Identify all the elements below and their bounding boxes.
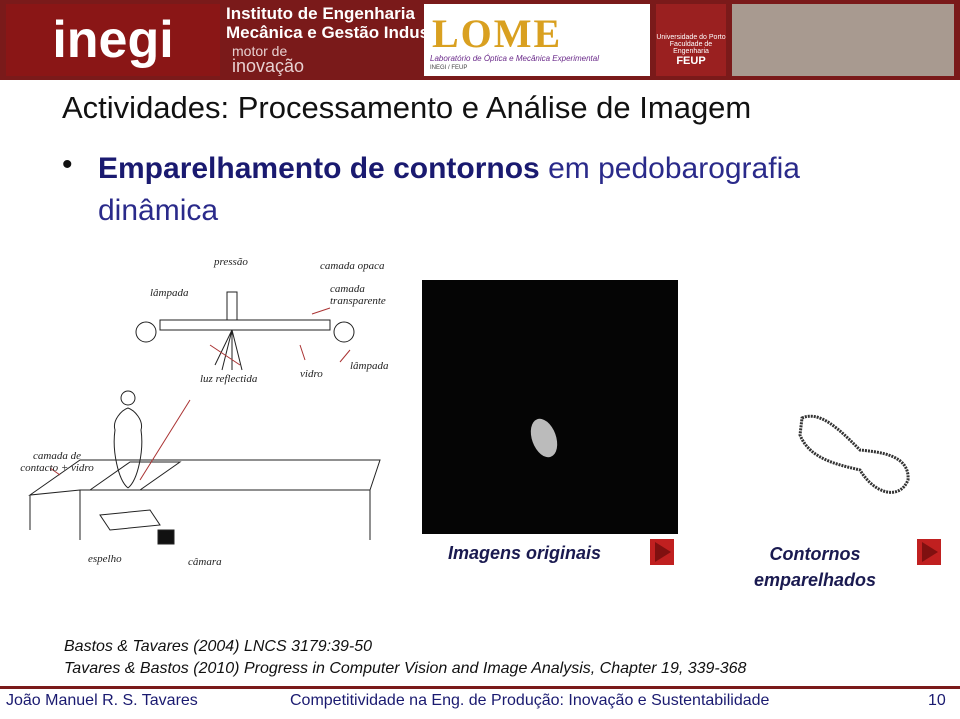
- references: Bastos & Tavares (2004) LNCS 3179:39-50 …: [64, 636, 746, 680]
- logo-text: INEGI / FEUP: [430, 65, 468, 71]
- institute-name: Instituto de Engenharia Mecânica e Gestão…: [226, 4, 460, 42]
- logo-text: Instituto de Engenharia: [226, 4, 415, 23]
- footer-author: João Manuel R. S. Tavares: [6, 692, 198, 709]
- logo-text: FEUP: [676, 55, 706, 67]
- camera: [157, 529, 175, 545]
- diagram-label: luz reflectida: [200, 373, 258, 385]
- lamp: [333, 321, 355, 343]
- foot-blob: [530, 418, 558, 458]
- nav-arrow[interactable]: [917, 539, 941, 565]
- diagram-label: camada de contacto + vidro: [20, 450, 94, 474]
- logo-text: LOME: [432, 11, 563, 56]
- footer-course: Competitividade na Eng. de Produção: Ino…: [290, 692, 770, 709]
- person: [113, 407, 143, 489]
- pointer: [49, 307, 351, 481]
- contour: [798, 414, 910, 494]
- reference: Bastos & Tavares (2004) LNCS 3179:39-50: [64, 638, 373, 655]
- panel-caption: Imagens originais: [448, 543, 602, 563]
- mirror: [99, 509, 161, 531]
- setup-diagram: [28, 291, 381, 545]
- diagram-label: espelho: [88, 553, 122, 565]
- bullet-dot: •: [62, 148, 73, 181]
- logo-text: Universidade do Porto: [656, 34, 726, 41]
- bullet-text: em pedobarografia dinâmica: [98, 152, 800, 227]
- image-background: [422, 280, 678, 534]
- original-image: [422, 280, 678, 534]
- inegi-logo: inegi: [6, 4, 220, 76]
- building-photo: [732, 4, 954, 76]
- contact-plate: [88, 461, 182, 491]
- reference: Tavares & Bastos (2010) Progress in Comp…: [64, 660, 747, 677]
- bullet: Emparelhamento de contornos em pedobarog…: [98, 148, 878, 232]
- person-head: [120, 390, 136, 406]
- diagram-label: lâmpada: [150, 287, 189, 299]
- logo-text: inovação: [232, 56, 305, 76]
- lome-logo: LOME Laboratório de Óptica e Mecânica Ex…: [424, 4, 650, 76]
- table: [28, 459, 381, 540]
- logo-text: Laboratório de Óptica e Mecânica Experim…: [430, 54, 599, 63]
- page-number: 10: [928, 692, 946, 709]
- feup-logo: Universidade do Porto Faculdade de Engen…: [656, 4, 726, 76]
- matched-contour: [798, 414, 910, 494]
- diagram-label: câmara: [188, 556, 222, 568]
- logo-text: Faculdade de Engenharia: [669, 41, 713, 55]
- diagram-label: camada transparente: [330, 283, 386, 307]
- logo-text: motor de: [232, 43, 288, 59]
- lamp: [135, 321, 157, 343]
- diagram-label: pressão: [214, 256, 248, 268]
- glass-plate: [159, 319, 331, 331]
- footer: [0, 686, 960, 719]
- diagram-label: vidro: [300, 368, 323, 380]
- pressure-rod: [226, 291, 238, 321]
- diagram-label: camada opaca: [320, 260, 385, 272]
- bullet-bold: Emparelhamento de contornos: [98, 152, 540, 185]
- nav-arrow[interactable]: [650, 539, 674, 565]
- reflected-light: [214, 329, 243, 371]
- diagram-label: lâmpada: [350, 360, 389, 372]
- logo-text: Mecânica e Gestão Industrial: [226, 23, 461, 42]
- motto: motor de inovação: [232, 43, 305, 76]
- panel-caption: Contornos emparelhados: [753, 544, 877, 590]
- slide-title: Actividades: Processamento e Análise de …: [62, 90, 752, 125]
